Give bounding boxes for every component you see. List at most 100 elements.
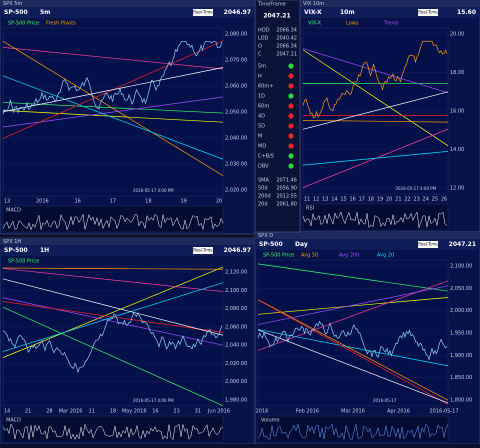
x-label: 17	[359, 197, 365, 203]
symbol[interactable]: SP-500	[4, 247, 28, 254]
interval[interactable]: 1H	[40, 247, 49, 254]
plot	[3, 266, 223, 406]
date-label: 2016-05-17 4:00 PM	[396, 186, 437, 191]
legend-item: SP-500 Price	[8, 21, 39, 27]
signal-label: C+B/S	[258, 154, 274, 160]
x-label: 14	[331, 197, 337, 203]
x-label: 18	[145, 199, 151, 205]
signal-label: 4D	[258, 114, 265, 120]
y-label: 2,080.00	[225, 306, 247, 312]
x-label: May 2016	[122, 409, 147, 415]
x-label: Jun 2016	[207, 409, 230, 415]
y-label: 2,000.00	[225, 379, 247, 385]
toolbar	[0, 7, 255, 18]
quote-label: HOD	[258, 28, 270, 34]
toolbar	[300, 7, 480, 18]
legend-item: Avg 20	[377, 253, 394, 259]
y-label: 1,950.00	[450, 331, 472, 337]
indicator-pane	[258, 416, 448, 442]
x-label: 16	[74, 199, 80, 205]
signal-label: 60m	[258, 104, 269, 110]
signal-dot	[288, 143, 293, 148]
signal-label: 5m	[258, 64, 266, 70]
signal-dot	[288, 153, 293, 158]
legend-item: Avg 50	[301, 253, 318, 259]
signal-label: 60m+	[258, 84, 273, 90]
interval[interactable]: 10m	[340, 9, 355, 16]
signal-dot	[288, 93, 293, 98]
x-label: 25	[432, 197, 438, 203]
symbol[interactable]: VIX-X	[304, 9, 322, 16]
toolbar	[255, 239, 480, 250]
y-label: 2,100.00	[450, 264, 472, 270]
signal-dot	[288, 73, 293, 78]
y-label: 2,050.00	[225, 110, 247, 116]
quote-value: 2040.42	[276, 36, 297, 42]
y-label: 2,040.00	[225, 136, 247, 142]
x-label: 23	[173, 409, 179, 415]
symbol[interactable]: SP-500	[259, 241, 283, 248]
stat-label: 20d	[258, 202, 268, 208]
y-label: 2,060.00	[225, 324, 247, 330]
y-label: 1,800.00	[450, 398, 472, 404]
x-label: 2016	[36, 199, 49, 205]
indicator-name: MACD	[6, 418, 21, 424]
signal-label: M	[258, 134, 262, 140]
x-label: Mar 2016	[59, 409, 83, 415]
x-label: 20	[386, 197, 392, 203]
x-label: 24	[423, 197, 429, 203]
x-label: 22	[404, 197, 410, 203]
x-label: 13	[4, 199, 10, 205]
x-label: 28	[46, 409, 52, 415]
stat-value: 2061.80	[276, 202, 297, 208]
x-label: 19	[377, 197, 383, 203]
y-label: 12.00	[450, 186, 464, 192]
price: 2046.97	[224, 9, 251, 16]
legend-item: Lows	[346, 21, 359, 27]
quote-value: 2047.21	[276, 52, 297, 58]
x-label: 31	[195, 409, 201, 415]
y-label: 20.00	[450, 32, 464, 38]
x-label: 20	[216, 199, 222, 205]
x-label: 16	[349, 197, 355, 203]
stat-label: 200d	[258, 194, 271, 200]
mode[interactable]: Real-Time	[418, 242, 438, 247]
y-label: 2,050.00	[450, 286, 472, 292]
mode[interactable]: Real-Time	[193, 248, 213, 253]
indicator-name: MACD	[6, 208, 21, 214]
quote-last: 2047.21	[263, 13, 290, 20]
x-label: 2016-05-17	[429, 409, 458, 415]
legend-item: Trend	[383, 21, 398, 27]
interval[interactable]: Day	[295, 241, 308, 248]
quote-label: O	[258, 44, 262, 50]
y-label: 2,070.00	[225, 58, 247, 64]
y-label: 2,080.00	[225, 32, 247, 38]
x-label: Apr 2016	[387, 409, 410, 415]
stat-value: 2056.90	[276, 186, 297, 192]
signal-label: 1D	[258, 94, 265, 100]
signal-label: MD	[258, 144, 266, 150]
y-label: 1,980.00	[225, 398, 247, 404]
toolbar	[0, 245, 255, 256]
quote-value: 2066.34	[276, 44, 297, 50]
x-label: 13	[322, 197, 328, 203]
x-label: 21	[25, 409, 31, 415]
stat-label: SMA	[258, 178, 269, 184]
x-label: Mar 2016	[341, 409, 365, 415]
symbol[interactable]: SP-500	[4, 9, 28, 16]
window-bar	[255, 232, 480, 239]
x-label: 12	[313, 197, 319, 203]
stat-value: 2012.55	[276, 194, 297, 200]
price: 2047.21	[449, 241, 476, 248]
date-label: 2016-05-17 4:00 PM	[133, 398, 174, 403]
legend-item: Avg 200	[339, 253, 359, 259]
quote-value: 2066.34	[276, 28, 297, 34]
window-title: SPX 5m	[3, 1, 22, 7]
interval[interactable]: 5m	[40, 9, 50, 16]
window-title: VIX 10m	[303, 1, 324, 7]
mode[interactable]: Real-Time	[193, 10, 213, 15]
y-label: 2,020.00	[225, 361, 247, 367]
mode[interactable]: Real-Time	[418, 10, 438, 15]
y-label: 16.00	[450, 109, 464, 115]
